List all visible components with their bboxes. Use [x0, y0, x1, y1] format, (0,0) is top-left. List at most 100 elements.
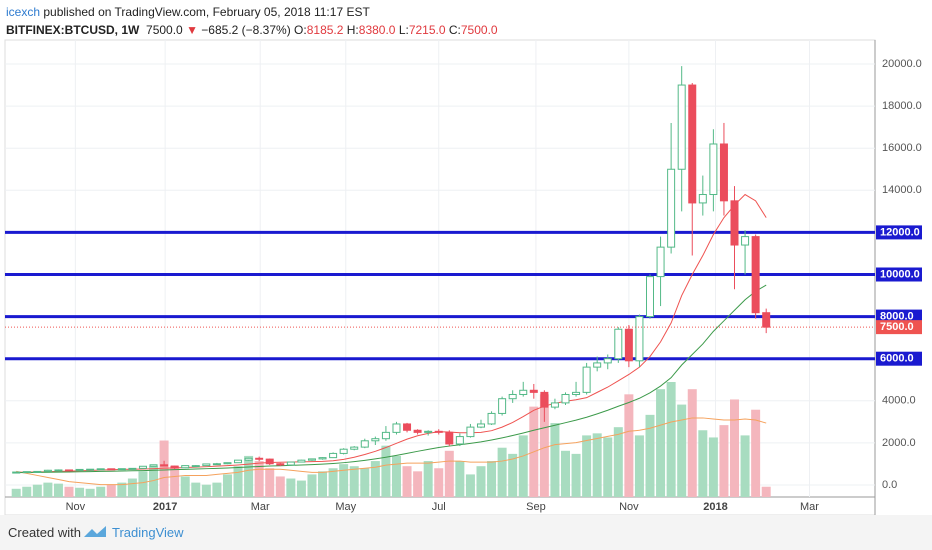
candle-body — [719, 143, 728, 202]
volume-ma — [16, 417, 767, 486]
volume-bar — [740, 435, 750, 497]
candle-body — [381, 431, 390, 440]
volume-bar — [413, 471, 423, 497]
candle-body — [762, 312, 771, 328]
x-tick-label: Nov — [619, 501, 639, 513]
volume-bar — [656, 389, 666, 497]
candle-body — [86, 468, 95, 471]
candle-body — [667, 168, 676, 248]
candle-body — [276, 463, 285, 466]
published: published on TradingView.com, February 0… — [43, 5, 370, 19]
ohlc-label: H: — [346, 23, 359, 37]
candle-body — [476, 423, 485, 428]
volume-bar — [149, 466, 159, 497]
volume-bar — [349, 466, 359, 497]
x-tick-label: Jul — [432, 501, 446, 513]
volume-bar — [761, 486, 771, 497]
candle-body — [255, 457, 264, 460]
volume-bar — [487, 461, 497, 497]
footer: Created with TradingView — [0, 515, 932, 550]
volume-bar — [698, 430, 708, 497]
y-tick-label: 4000.0 — [882, 395, 916, 407]
level-label-box — [876, 267, 922, 282]
candle-body — [424, 430, 433, 433]
brand[interactable]: TradingView — [112, 525, 184, 540]
volume-bar — [191, 482, 201, 497]
volume-bar — [571, 453, 581, 497]
volume-bar — [518, 435, 528, 497]
level-label-box — [876, 309, 922, 324]
candle-body — [445, 431, 454, 445]
publish-line: icexch published on TradingView.com, Feb… — [6, 3, 498, 21]
volume-bar — [444, 450, 454, 497]
volume-bar — [708, 437, 718, 497]
candle-body — [751, 236, 760, 314]
candle-body — [160, 464, 169, 467]
candle-body — [12, 471, 21, 474]
volume-bar — [64, 486, 74, 497]
last: 7500.0 — [146, 23, 183, 37]
arrow: ▼ — [186, 23, 198, 37]
volume-bar — [117, 482, 127, 497]
volume-bar — [476, 466, 486, 497]
volume-bar — [275, 476, 285, 497]
candle-body — [307, 458, 316, 461]
volume-bar — [106, 484, 116, 497]
volume-bar — [328, 468, 338, 497]
volume-bar — [307, 474, 317, 497]
candle-body — [603, 358, 612, 364]
ohlc-label: C: — [448, 23, 461, 37]
header: icexch published on TradingView.com, Feb… — [6, 3, 498, 39]
x-tick-label: 2018 — [703, 501, 727, 513]
candle-body — [223, 462, 232, 465]
created-with: Created with — [8, 525, 81, 540]
candle-body — [741, 236, 750, 246]
candle-body — [117, 468, 126, 471]
x-tick-label: Mar — [251, 501, 270, 513]
symbol: BITFINEX:BTCUSD, 1W — [6, 23, 140, 37]
ohlc-value: 7215.0 — [408, 23, 446, 37]
volume-bar — [560, 450, 570, 497]
chart: 0.0 2000.0 4000.0 6000.0 8000.0 10000.0 12000.… — [4, 39, 922, 515]
volume-bar — [624, 394, 634, 497]
ohlc-label: L: — [398, 23, 409, 37]
volume-bar — [603, 437, 613, 497]
volume-bar — [32, 484, 42, 497]
volume-bar — [465, 474, 475, 497]
candle-body — [212, 463, 221, 466]
volume-bar — [96, 486, 106, 497]
candle-body — [181, 465, 190, 469]
candle-body — [498, 398, 507, 414]
logo — [84, 526, 106, 537]
candle-body — [170, 465, 179, 469]
y-tick-label: 0.0 — [882, 479, 897, 491]
y-tick-label: 16000.0 — [882, 142, 922, 154]
volume-bar — [212, 482, 222, 497]
volume-bar — [539, 394, 549, 497]
candle-body — [487, 412, 496, 425]
volume-bar — [381, 445, 391, 497]
volume-bar — [634, 435, 644, 497]
volume-bar — [592, 433, 602, 497]
candle-body — [96, 468, 105, 471]
candle-body — [22, 471, 31, 474]
volume-bar — [75, 487, 85, 497]
volume-bar — [244, 455, 254, 497]
candle-body — [624, 328, 633, 362]
volume-bar — [402, 466, 412, 497]
candle-body — [698, 194, 707, 204]
ohlc-value: 8380.0 — [358, 23, 396, 37]
volume-bar — [582, 435, 592, 497]
level-label: 6000.0 — [880, 353, 914, 365]
volume-bar — [233, 466, 243, 497]
volume-bar — [434, 468, 444, 497]
candle-body — [593, 362, 602, 368]
volume-bar — [370, 461, 380, 497]
user[interactable]: icexch — [6, 5, 41, 19]
y-tick-label: 18000.0 — [882, 100, 922, 112]
volume-bar — [296, 480, 306, 497]
candle-body — [149, 464, 158, 467]
volume-bar — [180, 476, 190, 497]
candle-body — [677, 84, 686, 170]
candle-body — [582, 366, 591, 393]
